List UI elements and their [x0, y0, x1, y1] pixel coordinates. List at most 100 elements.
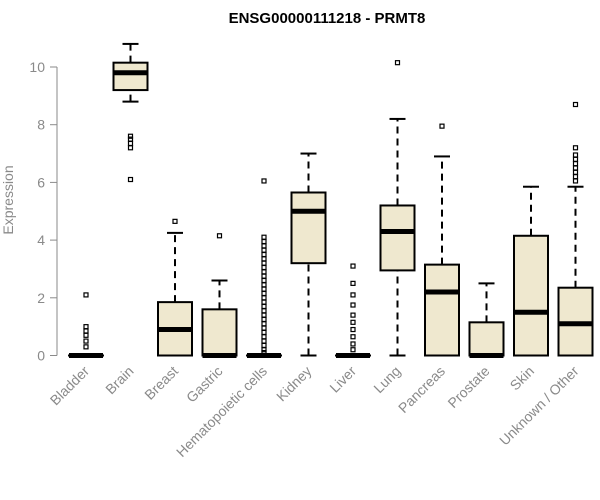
outlier-point: [127, 133, 134, 139]
outlier-point: [261, 342, 267, 349]
y-tick-label: 0: [37, 348, 45, 364]
outlier-point: [261, 312, 267, 318]
box-lung: [379, 60, 416, 357]
outlier-point: [572, 178, 579, 184]
x-tick-label: Prostate: [444, 363, 492, 411]
outlier-point: [261, 234, 267, 240]
outlier-point: [83, 338, 89, 344]
outlier-point: [83, 324, 89, 330]
outlier-point: [261, 243, 267, 249]
outlier-point: [350, 326, 356, 333]
y-tick-label: 6: [37, 174, 45, 190]
outlier-point: [261, 260, 267, 266]
outlier-point: [439, 123, 445, 129]
outlier-point: [261, 273, 267, 279]
outlier-point: [572, 152, 579, 158]
outlier-point: [261, 316, 267, 323]
outlier-point: [83, 292, 89, 298]
x-tick-label: Gastric: [183, 363, 226, 406]
outlier-point: [350, 280, 356, 286]
outlier-point: [261, 290, 267, 297]
outlier-point: [172, 218, 178, 224]
x-tick-label: Lung: [370, 363, 403, 396]
chart-title: ENSG00000111218 - PRMT8: [229, 10, 426, 27]
outlier-point: [572, 101, 579, 108]
outlier-point: [261, 178, 267, 184]
box-pancreas: [424, 123, 460, 357]
outlier-point: [127, 176, 134, 183]
outlier-point: [83, 344, 89, 350]
box-unknown-other: [557, 101, 594, 357]
y-axis-label: Expression: [0, 165, 16, 234]
outlier-point: [83, 328, 89, 334]
outlier-point: [572, 165, 579, 171]
box-kidney: [290, 152, 327, 357]
x-tick-label: Skin: [507, 363, 538, 394]
outlier-point: [261, 264, 267, 271]
outlier-point: [261, 350, 267, 356]
outlier-point: [261, 308, 267, 314]
outlier-point: [127, 136, 134, 142]
y-tick-label: 10: [29, 59, 45, 75]
x-tick-label: Pancreas: [395, 363, 448, 416]
outlier-point: [261, 238, 267, 245]
outlier-point: [261, 277, 267, 284]
outlier-point: [572, 174, 579, 180]
box-hematopoietic-cells: [246, 178, 282, 358]
outlier-point: [261, 325, 267, 331]
box-breast: [157, 218, 193, 357]
outlier-point: [261, 334, 267, 340]
boxes: [68, 42, 594, 358]
outlier-point: [261, 321, 267, 327]
outlier-point: [572, 156, 579, 162]
x-tick-label: Brain: [102, 363, 136, 397]
box-iqr: [468, 321, 505, 357]
y-tick-label: 8: [37, 117, 45, 133]
box-gastric: [201, 233, 238, 358]
x-tick-label: Unknown / Other: [496, 363, 582, 449]
outlier-point: [572, 169, 579, 175]
outlier-point: [261, 303, 267, 310]
outlier-point: [261, 247, 267, 253]
box-brain: [112, 42, 149, 183]
box-iqr: [379, 204, 416, 272]
outlier-point: [261, 286, 267, 292]
outlier-point: [261, 295, 267, 301]
outlier-point: [350, 263, 356, 269]
outlier-point: [261, 256, 267, 262]
box-skin: [513, 185, 549, 357]
outlier-point: [216, 233, 223, 239]
outlier-point: [350, 302, 356, 308]
box-iqr: [290, 191, 327, 265]
outlier-point: [394, 60, 401, 66]
y-tick-label: 2: [37, 290, 45, 306]
outlier-point: [350, 334, 356, 340]
box-liver: [335, 263, 371, 358]
box-prostate: [468, 282, 505, 358]
outlier-point: [350, 347, 356, 353]
outlier-point: [572, 145, 579, 151]
box-iqr: [201, 308, 238, 357]
outlier-point: [350, 319, 356, 325]
y-tick-label: 4: [37, 232, 45, 248]
outlier-point: [261, 299, 267, 305]
outlier-point: [350, 312, 356, 318]
outlier-point: [261, 251, 267, 258]
y-axis: 0 2 4 6 8 10: [29, 59, 58, 364]
outlier-point: [261, 282, 267, 288]
box-bladder: [68, 292, 104, 358]
outlier-point: [83, 332, 89, 338]
outlier-point: [572, 161, 579, 167]
box-iqr: [112, 61, 149, 92]
outlier-point: [350, 292, 356, 298]
outlier-point: [261, 338, 267, 344]
x-tick-label: Bladder: [47, 363, 93, 409]
x-tick-label: Liver: [326, 363, 359, 396]
outlier-point: [127, 145, 134, 151]
x-tick-label: Kidney: [273, 363, 315, 405]
outlier-point: [350, 341, 356, 347]
box-iqr: [513, 234, 549, 357]
